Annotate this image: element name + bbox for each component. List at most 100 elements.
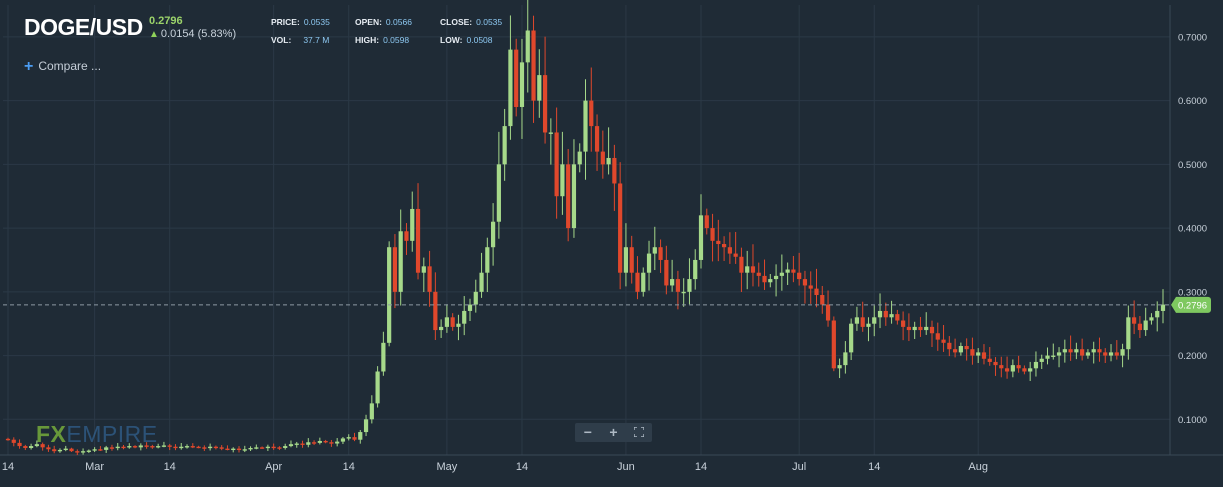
candle [970, 337, 975, 365]
candle-body [560, 164, 565, 197]
stat-volume: VOL: 37.7 M [271, 35, 329, 45]
candle-body [138, 445, 143, 448]
candle-body [514, 49, 519, 107]
candle [329, 439, 334, 447]
zoom-in-button[interactable]: + [609, 424, 618, 440]
candle [40, 442, 45, 451]
candle [860, 301, 865, 332]
candle-body [410, 208, 415, 241]
candle [877, 293, 883, 329]
candle [456, 314, 461, 341]
candle [791, 255, 796, 283]
candle [889, 300, 894, 324]
candle [179, 443, 184, 450]
candle [641, 267, 646, 297]
candle-body [877, 310, 883, 318]
candle [750, 244, 756, 287]
candle-body [571, 164, 577, 229]
candle [872, 305, 877, 337]
candle-body [57, 449, 63, 452]
candle [300, 440, 305, 448]
candle [219, 445, 224, 451]
candle-body [652, 247, 657, 254]
candle [999, 356, 1004, 378]
candle-body [716, 240, 721, 245]
candle-body [635, 272, 640, 292]
candle [773, 264, 779, 297]
compare-button[interactable]: + Compare ... [24, 58, 101, 76]
candle-body [1160, 304, 1166, 311]
fullscreen-button[interactable] [628, 423, 650, 442]
candle-body [115, 446, 120, 449]
candle [288, 440, 294, 448]
stat-close-value: 0.0535 [476, 17, 503, 27]
candle-body [398, 231, 403, 292]
candle-body [479, 272, 484, 292]
candle [1062, 339, 1067, 363]
candle-body [935, 333, 940, 340]
candle-body [508, 49, 513, 127]
candle [410, 191, 415, 252]
candle-body [167, 445, 172, 447]
candle-body [260, 447, 265, 449]
candle-body [283, 446, 288, 448]
candle [473, 279, 478, 313]
candle-body [404, 231, 409, 241]
candle-body [889, 314, 894, 318]
candle-body [970, 349, 975, 356]
candle-body [144, 445, 149, 447]
candle [115, 443, 120, 451]
candle-body [98, 449, 103, 451]
x-tick-label: Jul [792, 461, 806, 473]
candle [311, 440, 317, 445]
candle-body [583, 100, 588, 152]
candle [514, 38, 519, 117]
candle-body [358, 432, 363, 440]
axes: 0.1000 0.2000 0.3000 0.4000 0.5000 0.6000 0.70… [0, 5, 1223, 473]
x-tick-label: Mar [85, 461, 104, 473]
candle-body [248, 447, 253, 450]
candle-body [1022, 368, 1027, 372]
candle [1132, 300, 1137, 335]
current-price-indicator: 0.2796 [3, 296, 1211, 313]
candle-body [109, 447, 115, 449]
x-tick-label: Apr [265, 461, 282, 473]
candle-body [924, 326, 929, 331]
candle [1016, 355, 1021, 373]
current-price-label: 0.2796 [1178, 300, 1207, 311]
candle-body [566, 164, 571, 229]
candle [1068, 335, 1073, 361]
stat-open-label: OPEN: [355, 17, 382, 27]
candle-body [785, 269, 790, 273]
candle-body [352, 437, 357, 440]
candle-body [375, 371, 380, 404]
candle-body [762, 275, 767, 283]
candle [1022, 365, 1027, 375]
candle-body [156, 446, 161, 448]
candle-body [577, 151, 582, 165]
candle-body [242, 449, 247, 451]
candle [797, 252, 802, 286]
candle [837, 358, 842, 379]
candle-body [554, 132, 559, 197]
candle-body [802, 279, 808, 286]
zoom-out-button[interactable]: − [583, 424, 592, 440]
candle [600, 130, 605, 179]
candle [260, 446, 265, 449]
candle-body [773, 275, 779, 280]
candle-body [456, 323, 461, 327]
candle-body [1062, 349, 1067, 353]
x-tick-label: May [437, 461, 458, 473]
candle-body [1149, 317, 1154, 321]
candle [698, 194, 704, 269]
candle-body [29, 446, 34, 448]
candle-body [912, 326, 917, 331]
candle [531, 15, 536, 123]
candle [670, 259, 675, 292]
candle [208, 443, 213, 451]
candle-body [323, 440, 328, 443]
y-tick-label: 0.2000 [1178, 351, 1207, 362]
candle [542, 36, 548, 144]
